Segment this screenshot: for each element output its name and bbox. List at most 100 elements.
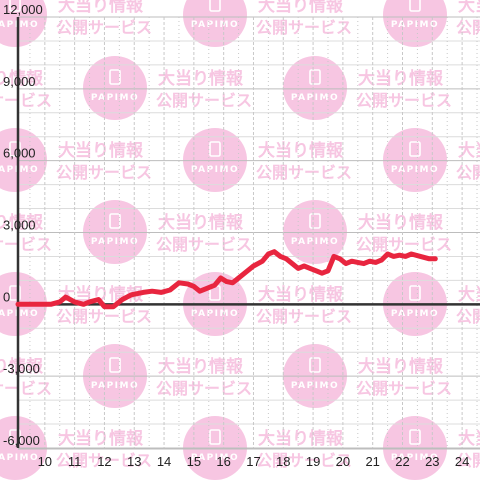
watermark-line1: 大当り情報 <box>0 212 44 233</box>
watermark-line2: 公開サービス <box>56 307 152 326</box>
watermark-line1: 大当り情報 <box>458 428 480 449</box>
x-tick-label: 14 <box>157 454 171 469</box>
y-tick-label: -3,000 <box>3 361 40 376</box>
watermark-brand: PAPIMO <box>191 165 239 175</box>
x-tick-label: 24 <box>455 454 469 469</box>
watermark-logo-circle <box>183 128 247 192</box>
watermark-line2: 公開サービス <box>0 91 52 110</box>
watermark-line2: 公開サービス <box>356 379 452 398</box>
watermark-logo-circle <box>283 56 347 120</box>
watermark-line1: 大当り情報 <box>258 140 344 161</box>
phone-icon <box>309 357 321 373</box>
watermark-brand: PAPIMO <box>0 20 39 30</box>
y-tick-label: 6,000 <box>3 146 36 161</box>
phone-icon <box>409 141 421 157</box>
phone-icon <box>9 285 21 301</box>
y-tick-label: 3,000 <box>3 218 36 233</box>
watermark-line2: 公開サービス <box>156 235 252 254</box>
phone-icon <box>409 429 421 445</box>
phone-icon <box>9 0 21 12</box>
watermark-line1: 大当り情報 <box>58 0 144 16</box>
series-layer <box>15 249 438 310</box>
watermark-brand: PAPIMO <box>0 453 39 463</box>
watermark-line1: 大当り情報 <box>58 428 144 449</box>
x-tick-label: 20 <box>336 454 350 469</box>
watermark-brand: PAPIMO <box>391 309 439 319</box>
x-tick-label: 13 <box>127 454 141 469</box>
watermark-line1: 大当り情報 <box>158 356 244 377</box>
grid-layer <box>18 16 480 449</box>
watermark-brand: PAPIMO <box>91 237 139 247</box>
phone-icon <box>309 213 321 229</box>
watermark-brand: PAPIMO <box>91 381 139 391</box>
watermark-logo-circle <box>83 56 147 120</box>
watermark-line1: 大当り情報 <box>258 428 344 449</box>
phone-icon <box>409 285 421 301</box>
watermark-line2: 公開サービス <box>456 307 480 326</box>
watermark-line2: 公開サービス <box>456 451 480 470</box>
watermark-line1: 大当り情報 <box>158 212 244 233</box>
watermark-line1: 大当り情報 <box>258 284 344 305</box>
watermark-logo-circle <box>383 0 447 47</box>
watermark-line2: 公開サービス <box>256 18 352 37</box>
watermark-logo-circle <box>383 128 447 192</box>
watermark-brand: PAPIMO <box>391 20 439 30</box>
watermark-brand: PAPIMO <box>291 381 339 391</box>
phone-icon <box>309 69 321 85</box>
phone-icon <box>209 141 221 157</box>
watermark-brand: PAPIMO <box>291 93 339 103</box>
x-tick-label: 19 <box>306 454 320 469</box>
watermark-line1: 大当り情報 <box>458 284 480 305</box>
watermark-line1: 大当り情報 <box>358 68 444 89</box>
axis-layer <box>16 17 480 450</box>
x-tick-label: 15 <box>187 454 201 469</box>
watermark-line2: 公開サービス <box>356 91 452 110</box>
tick-label-layer: 12,000 9,000 6,000 3,000 0 -3,000 -6,000 10 11 12… <box>3 2 469 469</box>
x-tick-label: 16 <box>216 454 230 469</box>
watermark-line2: 公開サービス <box>456 163 480 182</box>
watermark-line2: 公開サービス <box>0 235 52 254</box>
watermark-line1: 大当り情報 <box>58 140 144 161</box>
y-tick-label: -6,000 <box>3 433 40 448</box>
watermark-brand: PAPIMO <box>191 20 239 30</box>
x-tick-label: 17 <box>246 454 260 469</box>
watermark-brand: PAPIMO <box>191 309 239 319</box>
y-tick-label: 9,000 <box>3 74 36 89</box>
phone-icon <box>9 141 21 157</box>
watermark-brand: PAPIMO <box>0 165 39 175</box>
watermark-line2: 公開サービス <box>0 379 52 398</box>
watermark-line1: 大当り情報 <box>458 140 480 161</box>
x-tick-label: 10 <box>38 454 52 469</box>
watermark-line2: 公開サービス <box>256 163 352 182</box>
watermark-line1: 大当り情報 <box>358 212 444 233</box>
watermark-brand: PAPIMO <box>91 93 139 103</box>
watermark-brand: PAPIMO <box>391 453 439 463</box>
y-tick-label: 12,000 <box>3 2 43 17</box>
y-tick-label: 0 <box>3 289 10 304</box>
x-tick-label: 21 <box>365 454 379 469</box>
watermark-line2: 公開サービス <box>156 91 252 110</box>
watermark-line2: 公開サービス <box>156 379 252 398</box>
watermark-line2: 公開サービス <box>256 307 352 326</box>
phone-icon <box>409 0 421 12</box>
x-tick-label: 12 <box>97 454 111 469</box>
watermark-line1: 大当り情報 <box>158 68 244 89</box>
watermark-line2: 公開サービス <box>456 18 480 37</box>
watermark-brand: PAPIMO <box>0 309 39 319</box>
x-tick-label: 23 <box>425 454 439 469</box>
watermark-brand: PAPIMO <box>391 165 439 175</box>
phone-icon <box>209 0 221 12</box>
phone-icon <box>109 357 121 373</box>
watermark-line1: 大当り情報 <box>0 68 44 89</box>
